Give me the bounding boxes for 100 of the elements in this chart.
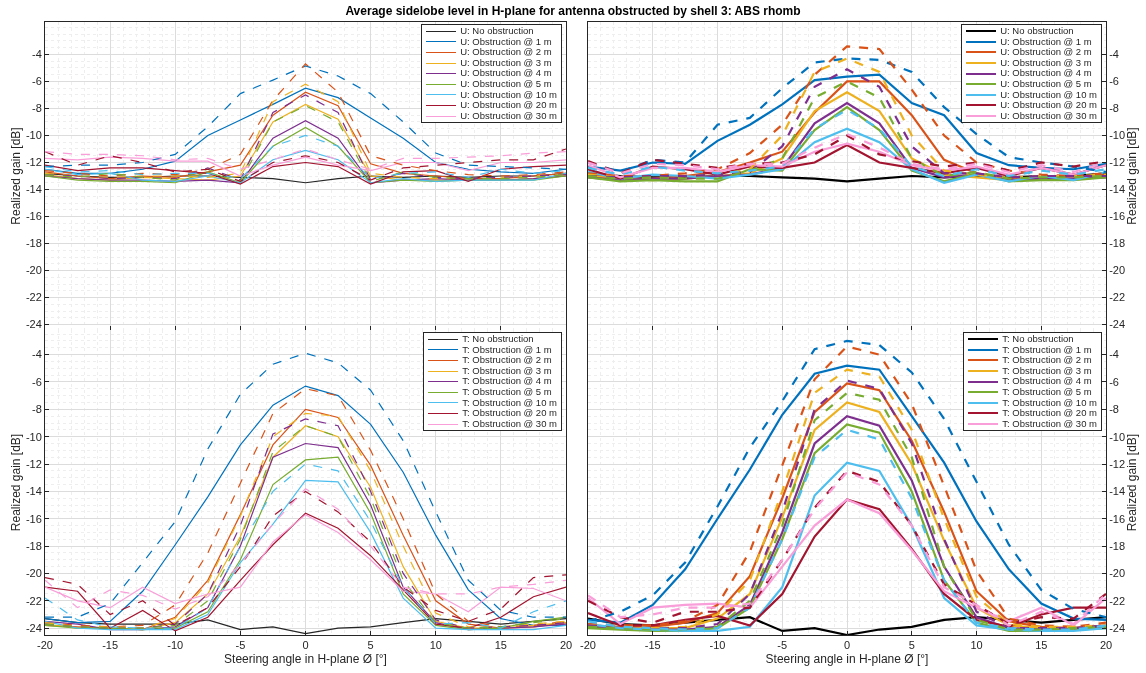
- legend-label: U: Obstruction @ 20 m: [460, 99, 557, 111]
- x-tick-label: 20: [559, 639, 573, 652]
- legend-label: T: Obstruction @ 3 m: [1002, 364, 1092, 377]
- legend-label: U: Obstruction @ 5 m: [1000, 77, 1092, 90]
- legend-label: U: Obstruction @ 10 m: [460, 88, 557, 101]
- chart-title: Average sidelobe level in H-plane for antenna obstructed by shell 3: ABS rhomb: [344, 4, 802, 18]
- legend-label: U: Obstruction @ 2 m: [460, 46, 552, 58]
- x-tick-label: -10: [167, 639, 184, 652]
- y-tick-label: -18: [25, 237, 42, 250]
- y-tick-label: -24: [25, 622, 42, 635]
- x-tick-label: 20: [1099, 639, 1113, 652]
- y-tick-label: -18: [1109, 539, 1126, 552]
- y-tick-label: -24: [1109, 318, 1126, 331]
- legend-label: T: Obstruction @ 4 m: [1002, 375, 1092, 387]
- y-tick-label: -22: [25, 594, 42, 607]
- legend-label: T: Obstruction @ 10 m: [1002, 396, 1097, 409]
- y-tick-label: -24: [1109, 622, 1126, 635]
- y-tick-label: -20: [1109, 567, 1126, 580]
- legend-label: T: Obstruction @ 1 m: [1002, 343, 1092, 356]
- legend-label: T: Obstruction @ 30 m: [1002, 417, 1097, 430]
- legend-label: T: Obstruction @ 4 m: [462, 375, 552, 387]
- x-tick-label: 0: [302, 639, 309, 652]
- legend-label: U: Obstruction @ 1 m: [460, 35, 552, 48]
- y-tick-label: -10: [25, 430, 42, 443]
- y-tick-label: -14: [1109, 485, 1126, 498]
- y-tick-label: -18: [25, 539, 42, 552]
- y-tick-label: -4: [1109, 348, 1119, 361]
- y-tick-label: -12: [1109, 457, 1126, 470]
- y-tick-label: -10: [1109, 430, 1126, 443]
- y-axis-title: Realized gain [dB]: [9, 433, 24, 532]
- y-tick-label: -20: [25, 264, 42, 277]
- legend-label: U: Obstruction @ 1 m: [1000, 35, 1092, 48]
- x-tick-label: 15: [1035, 639, 1048, 652]
- y-tick-label: -4: [32, 48, 42, 61]
- y-tick-label: -12: [25, 156, 42, 169]
- legend-label: T: No obstruction: [1002, 333, 1074, 345]
- x-tick-label: -5: [777, 639, 788, 652]
- legend-label: U: Obstruction @ 2 m: [1000, 46, 1092, 58]
- y-tick-label: -6: [1109, 375, 1119, 388]
- legend-label: T: Obstruction @ 30 m: [462, 417, 557, 430]
- y-tick-label: -14: [25, 485, 42, 498]
- y-axis-title: Realized gain [dB]: [1125, 127, 1140, 225]
- y-tick-label: -8: [1109, 102, 1119, 115]
- y-tick-label: -10: [25, 129, 42, 142]
- y-tick-label: -14: [25, 183, 42, 196]
- legend-label: T: Obstruction @ 1 m: [462, 343, 552, 356]
- x-tick-label: -15: [644, 639, 661, 652]
- y-tick-label: -14: [1109, 183, 1126, 196]
- legend-label: T: Obstruction @ 20 m: [1002, 407, 1097, 419]
- legend-label: T: Obstruction @ 10 m: [462, 396, 557, 409]
- legend-label: T: Obstruction @ 2 m: [1002, 354, 1092, 366]
- legend-label: U: Obstruction @ 30 m: [460, 109, 557, 122]
- legend-label: U: Obstruction @ 5 m: [460, 77, 552, 90]
- x-tick-label: 10: [429, 639, 442, 652]
- legend-label: U: Obstruction @ 3 m: [1000, 56, 1092, 69]
- x-tick-label: 5: [908, 639, 915, 652]
- legend-label: T: Obstruction @ 5 m: [462, 385, 552, 398]
- y-axis-title: Realized gain [dB]: [1125, 433, 1140, 532]
- x-tick-label: 0: [843, 639, 851, 652]
- line-series: [45, 512, 566, 632]
- legend-label: T: No obstruction: [462, 333, 534, 345]
- y-tick-label: -8: [32, 403, 42, 416]
- y-tick-label: -12: [1109, 156, 1126, 169]
- y-tick-label: -4: [32, 348, 42, 361]
- y-tick-label: -16: [25, 512, 42, 525]
- y-tick-label: -4: [1109, 48, 1119, 61]
- legend-label: U: No obstruction: [1000, 25, 1074, 37]
- y-tick-label: -6: [32, 75, 42, 88]
- y-tick-label: -8: [1109, 403, 1119, 416]
- y-tick-label: -22: [25, 291, 42, 304]
- y-tick-label: -12: [25, 457, 42, 470]
- y-tick-label: -8: [32, 102, 42, 115]
- x-axis-title: Steering angle in H-plane Ø [°]: [224, 652, 387, 667]
- y-tick-label: -16: [1109, 210, 1126, 223]
- x-tick-label: 15: [494, 639, 508, 652]
- x-tick-label: 5: [367, 639, 374, 652]
- y-tick-label: -6: [32, 375, 42, 388]
- x-tick-label: -15: [102, 639, 119, 652]
- legend-label: U: Obstruction @ 4 m: [460, 67, 552, 79]
- x-tick-label: 10: [970, 639, 983, 652]
- legend-label: T: Obstruction @ 20 m: [462, 407, 557, 419]
- legend-label: U: Obstruction @ 20 m: [1000, 99, 1097, 111]
- y-tick-label: -6: [1109, 75, 1119, 88]
- y-tick-label: -10: [1109, 129, 1126, 142]
- y-tick-label: -16: [25, 210, 42, 223]
- y-tick-label: -24: [25, 318, 42, 331]
- legend-label: T: Obstruction @ 2 m: [462, 354, 552, 366]
- y-tick-label: -22: [1109, 594, 1126, 607]
- y-tick-label: -18: [1109, 237, 1126, 250]
- legend-label: U: Obstruction @ 4 m: [1000, 67, 1092, 79]
- y-tick-label: -20: [1109, 264, 1126, 277]
- y-axis-title: Realized gain [dB]: [9, 127, 24, 225]
- x-tick-label: -20: [580, 639, 596, 652]
- legend-label: T: Obstruction @ 3 m: [462, 364, 552, 377]
- x-tick-label: -5: [235, 639, 246, 652]
- y-tick-label: -22: [1109, 291, 1126, 304]
- legend-label: T: Obstruction @ 5 m: [1002, 385, 1092, 398]
- x-tick-label: -10: [709, 639, 726, 652]
- y-tick-label: -16: [1109, 512, 1126, 525]
- x-axis-title: Steering angle in H-plane Ø [°]: [765, 652, 929, 667]
